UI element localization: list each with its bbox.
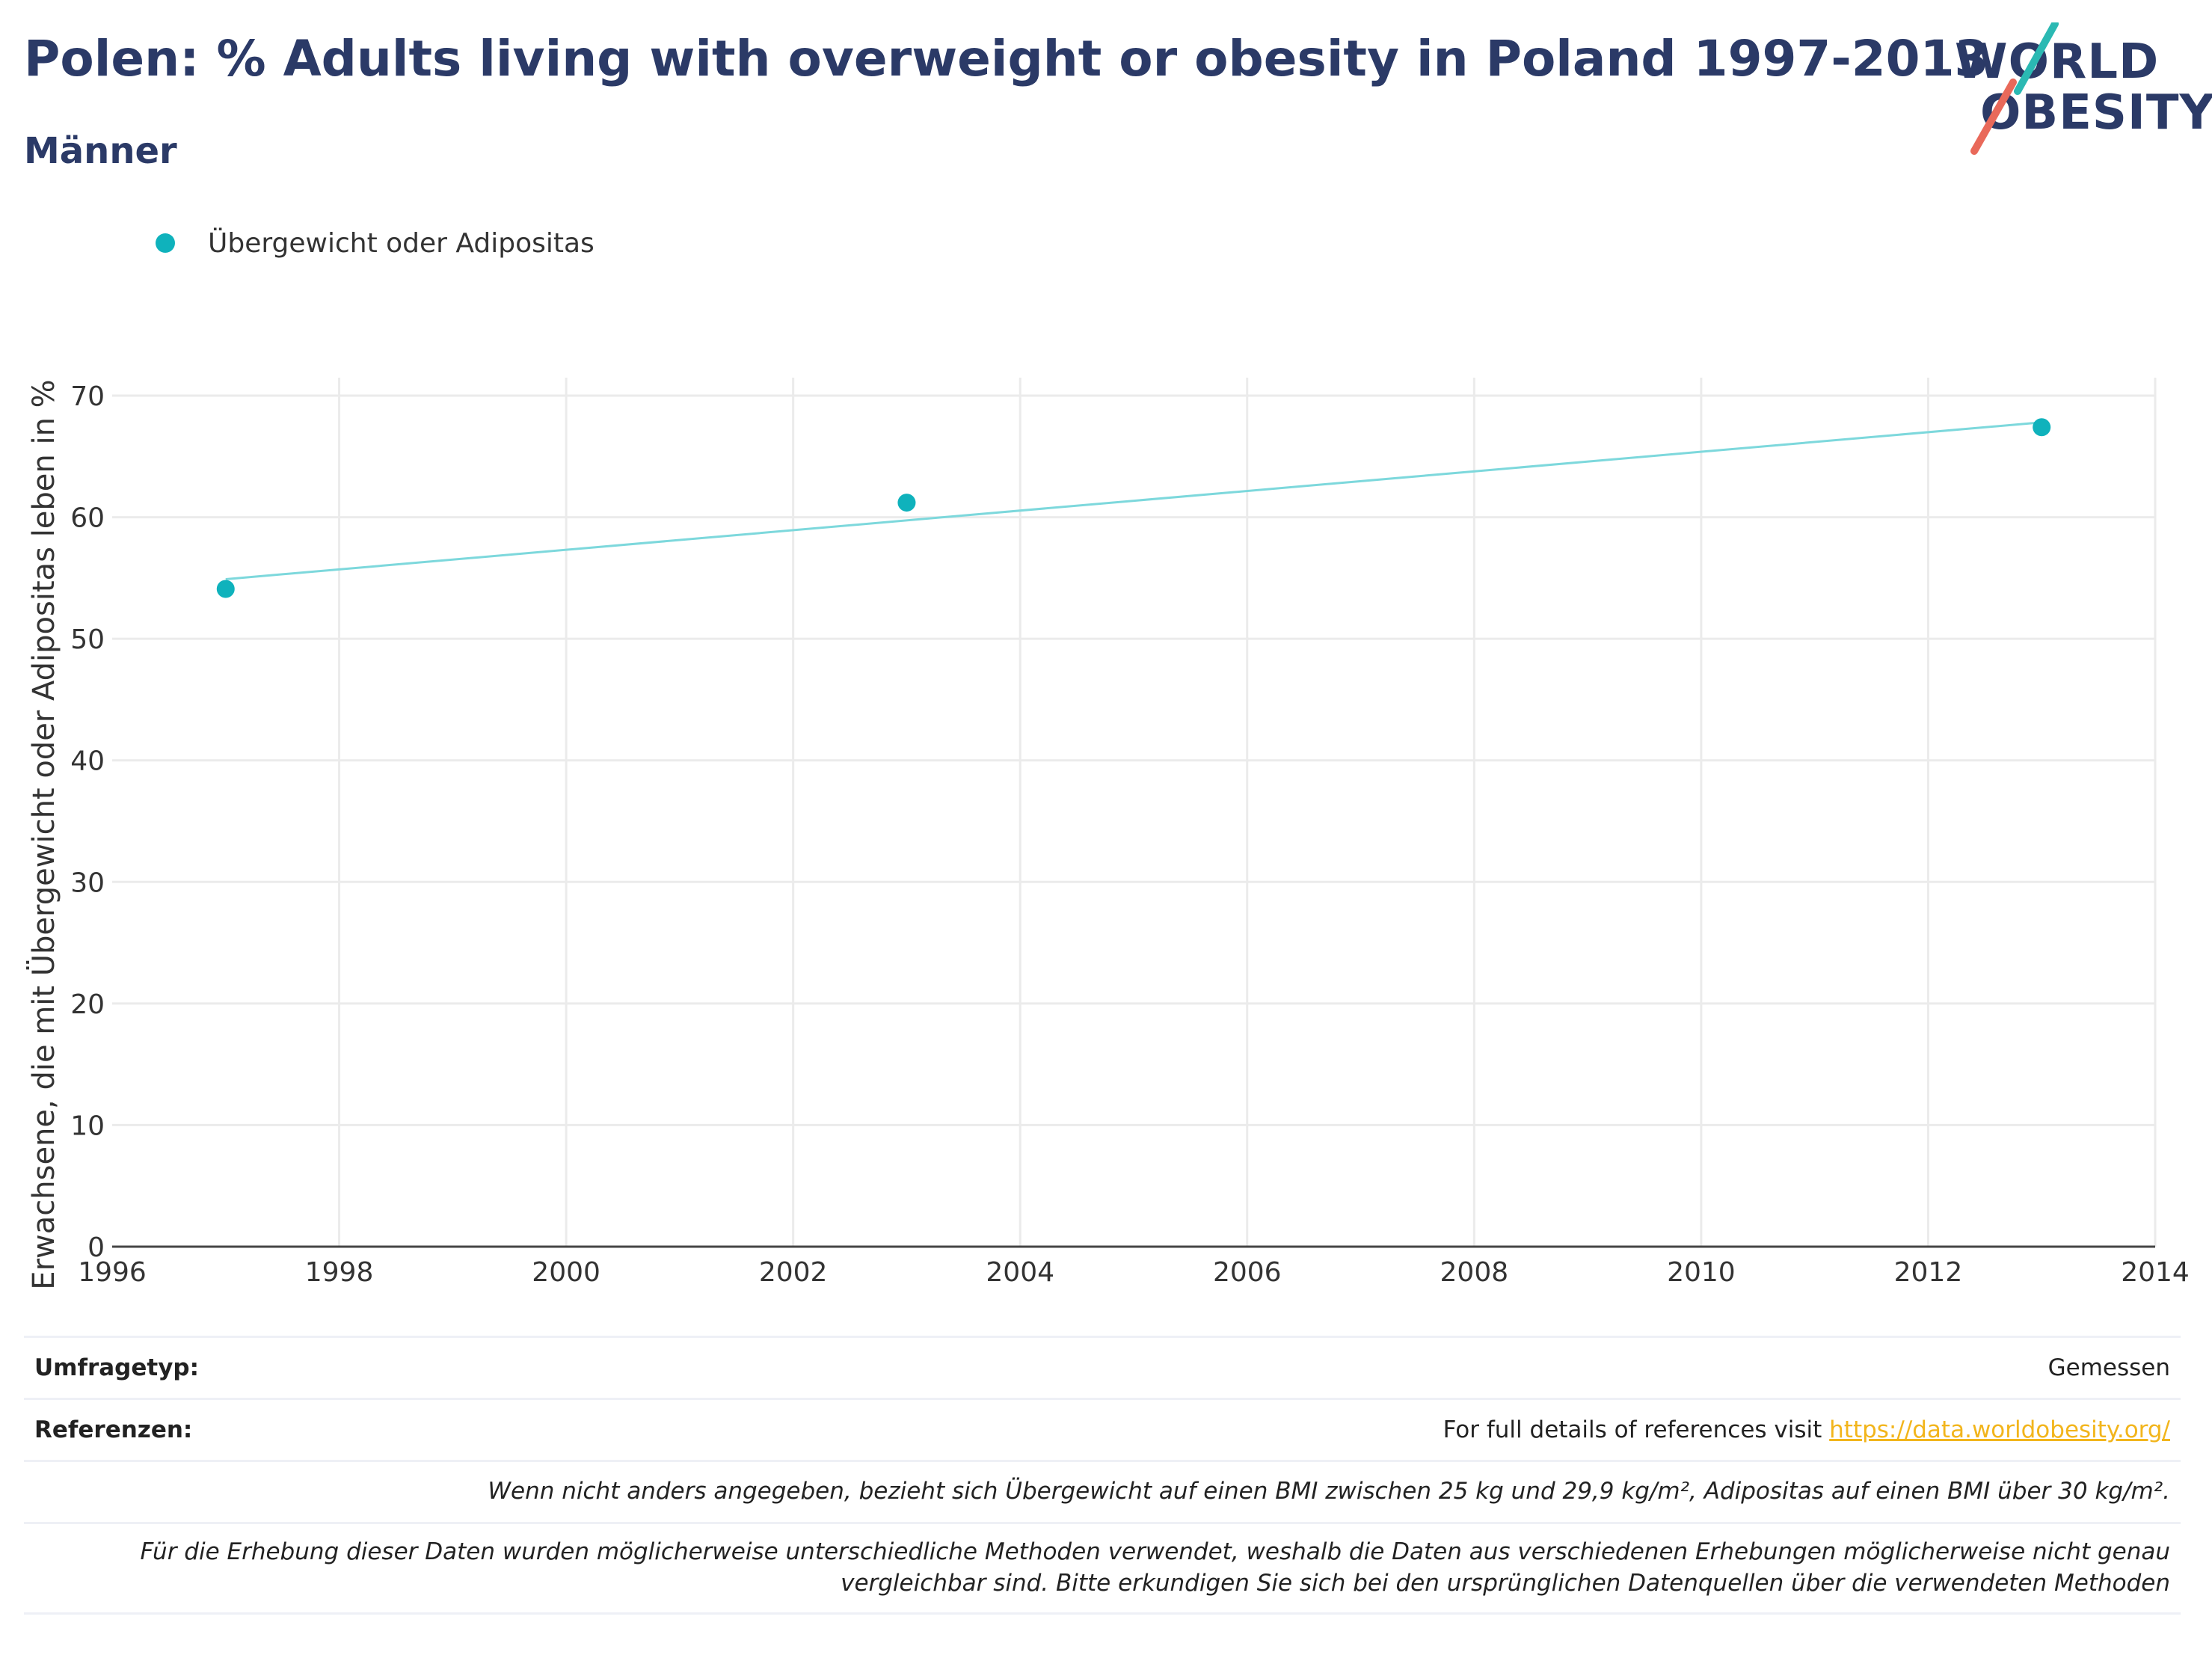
references-value: For full details of references visit htt… <box>1443 1416 2170 1443</box>
x-tick-label: 2008 <box>1440 1257 1509 1288</box>
chart-title: Polen: % Adults living with overweight o… <box>24 30 1989 87</box>
chart-subtitle: Männer <box>24 130 177 172</box>
data-point <box>897 494 916 512</box>
x-tick-label: 2004 <box>986 1257 1054 1288</box>
x-tick-label: 2010 <box>1667 1257 1736 1288</box>
chart-plot: 0 10 20 30 40 50 60 70 1996 1998 2000 2002 2004 2006 2… <box>25 378 2190 1290</box>
x-tick-label: 1996 <box>78 1257 147 1288</box>
trend-line <box>225 421 2042 580</box>
survey-type-value: Gemessen <box>2047 1354 2170 1381</box>
y-tick-label: 10 <box>70 1111 105 1141</box>
x-tick-label: 2014 <box>2121 1257 2190 1288</box>
y-tick-label: 20 <box>70 989 105 1020</box>
bmi-note: Wenn nicht anders angegeben, bezieht sic… <box>488 1478 2170 1505</box>
y-tick-label: 50 <box>70 624 105 655</box>
references-link[interactable]: https://data.worldobesity.org/ <box>1829 1416 2170 1443</box>
footer-row-references: Referenzen: For full details of referenc… <box>24 1398 2181 1460</box>
y-axis-title: Erwachsene, die mit Übergewicht oder Adi… <box>25 379 61 1289</box>
methods-note: Für die Erhebung dieser Daten wurden mög… <box>140 1537 2170 1600</box>
y-tick-label: 30 <box>70 868 105 898</box>
references-label: Referenzen: <box>34 1416 193 1443</box>
x-tick-label: 2006 <box>1213 1257 1282 1288</box>
legend-marker-icon <box>156 233 175 253</box>
legend-label: Übergewicht oder Adipositas <box>208 227 595 259</box>
world-obesity-logo[interactable]: WORLD OBESITY <box>1952 22 2212 157</box>
x-tick-label: 2012 <box>1894 1257 1963 1288</box>
footer-table: Umfragetyp: Gemessen Referenzen: For ful… <box>24 1336 2181 1615</box>
x-tick-label: 2000 <box>532 1257 600 1288</box>
x-tick-label: 2002 <box>759 1257 828 1288</box>
logo-line-world: WORLD <box>1955 34 2160 90</box>
y-tick-label: 70 <box>70 381 105 412</box>
footer-row-note-methods: Für die Erhebung dieser Daten wurden mög… <box>24 1522 2181 1615</box>
methods-note-line1: Für die Erhebung dieser Daten wurden mög… <box>140 1538 2170 1566</box>
data-point <box>2033 418 2051 437</box>
references-text: For full details of references visit <box>1443 1416 1830 1443</box>
y-tick-label: 0 <box>87 1232 105 1263</box>
footer-row-survey: Umfragetyp: Gemessen <box>24 1336 2181 1398</box>
legend[interactable]: Übergewicht oder Adipositas <box>156 224 595 262</box>
y-tick-label: 60 <box>70 503 105 534</box>
y-tick-label: 40 <box>70 746 105 777</box>
data-point <box>216 580 235 598</box>
x-tick-label: 1998 <box>305 1257 374 1288</box>
methods-note-line2: vergleichbar sind. Bitte erkundigen Sie … <box>841 1570 2170 1597</box>
footer-row-note-bmi: Wenn nicht anders angegeben, bezieht sic… <box>24 1460 2181 1522</box>
logo-slash-icon <box>1970 22 2059 155</box>
survey-type-label: Umfragetyp: <box>34 1354 199 1381</box>
